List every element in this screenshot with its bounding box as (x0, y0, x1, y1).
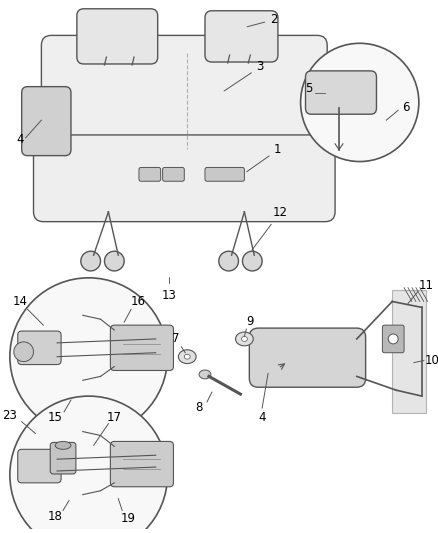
Text: 1: 1 (247, 143, 282, 172)
FancyBboxPatch shape (50, 442, 76, 474)
Circle shape (10, 278, 168, 435)
Ellipse shape (241, 336, 247, 342)
Ellipse shape (55, 441, 71, 449)
Text: 18: 18 (48, 510, 63, 523)
FancyBboxPatch shape (306, 71, 377, 114)
FancyBboxPatch shape (162, 167, 184, 181)
Text: 8: 8 (195, 401, 203, 415)
Circle shape (389, 334, 398, 344)
Circle shape (300, 43, 419, 161)
FancyBboxPatch shape (382, 325, 404, 353)
Text: 5: 5 (305, 82, 312, 95)
FancyBboxPatch shape (34, 135, 335, 222)
Text: 23: 23 (3, 409, 17, 422)
Text: 4: 4 (16, 133, 24, 147)
Circle shape (81, 251, 101, 271)
Circle shape (105, 251, 124, 271)
Circle shape (10, 396, 168, 533)
Text: 16: 16 (131, 295, 145, 308)
Circle shape (243, 251, 262, 271)
FancyBboxPatch shape (42, 35, 327, 159)
FancyBboxPatch shape (205, 167, 244, 181)
FancyBboxPatch shape (110, 325, 173, 370)
FancyBboxPatch shape (205, 11, 278, 62)
Text: 19: 19 (120, 512, 136, 525)
Ellipse shape (236, 332, 253, 346)
Text: 14: 14 (12, 295, 27, 308)
Text: 9: 9 (247, 314, 254, 328)
Text: 6: 6 (402, 101, 410, 114)
Text: 2: 2 (247, 13, 278, 27)
FancyBboxPatch shape (139, 167, 161, 181)
Text: 17: 17 (107, 411, 122, 424)
FancyBboxPatch shape (18, 331, 61, 365)
FancyBboxPatch shape (110, 441, 173, 487)
Text: 3: 3 (224, 60, 264, 91)
Ellipse shape (178, 350, 196, 364)
Circle shape (14, 342, 34, 361)
Text: 10: 10 (424, 354, 438, 367)
Circle shape (219, 251, 239, 271)
Text: 15: 15 (48, 411, 63, 424)
Text: 4: 4 (258, 411, 266, 424)
Text: 12: 12 (252, 206, 287, 250)
FancyBboxPatch shape (249, 328, 366, 387)
Text: 7: 7 (172, 333, 179, 345)
Polygon shape (392, 289, 426, 413)
FancyBboxPatch shape (18, 449, 61, 483)
FancyBboxPatch shape (77, 9, 158, 64)
Ellipse shape (199, 370, 211, 379)
Text: 11: 11 (418, 279, 433, 292)
Ellipse shape (184, 354, 190, 359)
Text: 13: 13 (162, 278, 177, 302)
FancyBboxPatch shape (22, 87, 71, 156)
